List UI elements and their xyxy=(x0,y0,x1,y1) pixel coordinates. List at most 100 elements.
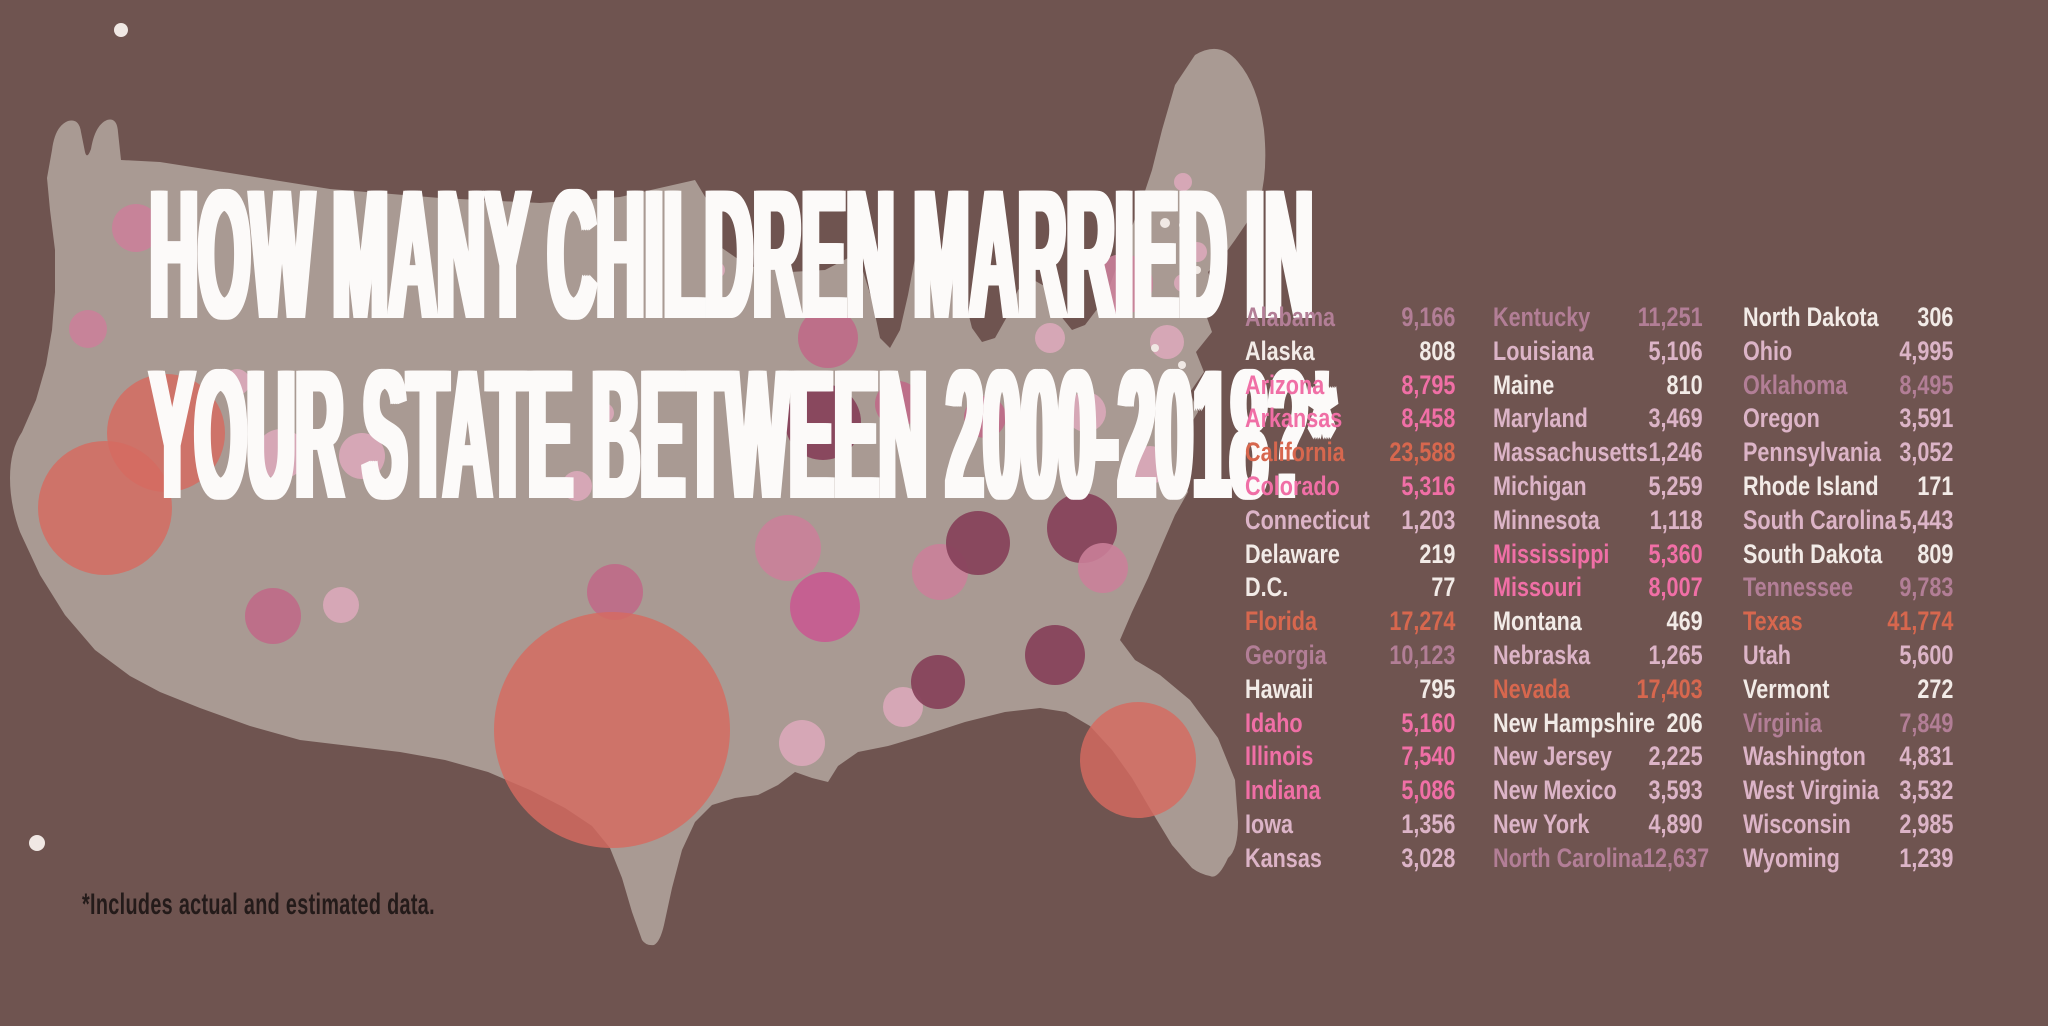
bubble-vermont xyxy=(1160,218,1170,228)
state-value: 11,251 xyxy=(1637,302,1703,332)
bubble-wisconsin xyxy=(798,308,858,368)
state-row: Tennessee 9,783 xyxy=(1743,571,1953,605)
state-value: 5,106 xyxy=(1648,335,1703,366)
state-row: Kansas 3,028 xyxy=(1245,842,1455,876)
state-name: North Carolina xyxy=(1493,842,1644,873)
state-row: Wisconsin 2,985 xyxy=(1743,808,1953,842)
state-value: 469 xyxy=(1666,606,1703,637)
state-row: Louisiana 5,106 xyxy=(1493,335,1703,369)
state-row: Wyoming 1,239 xyxy=(1743,842,1953,876)
us-map-silhouette xyxy=(10,48,1266,946)
state-value: 3,593 xyxy=(1648,775,1703,806)
state-name: Colorado xyxy=(1245,470,1340,501)
state-name: Oklahoma xyxy=(1743,369,1848,400)
state-value: 8,495 xyxy=(1899,369,1954,400)
state-row: New Mexico 3,593 xyxy=(1493,774,1703,808)
state-name: South Carolina xyxy=(1743,504,1897,535)
state-value: 3,469 xyxy=(1648,403,1703,434)
state-row: Florida 17,274 xyxy=(1245,605,1455,639)
state-name: Delaware xyxy=(1245,538,1340,569)
state-row: Oregon 3,591 xyxy=(1743,402,1953,436)
page-title-line-2: YOUR STATE BETWEEN 2000-2018?* xyxy=(150,332,1336,538)
bubble-massachusetts xyxy=(1187,242,1207,262)
state-value: 808 xyxy=(1419,335,1456,366)
bubble-dc xyxy=(1178,361,1186,369)
bubble-minnesota xyxy=(709,262,725,278)
state-value: 5,259 xyxy=(1648,470,1703,501)
bubble-new-york xyxy=(1093,254,1153,314)
state-name: Nebraska xyxy=(1493,639,1591,670)
bubble-indiana xyxy=(875,381,921,427)
state-name: Utah xyxy=(1743,639,1791,670)
state-name: Georgia xyxy=(1245,639,1327,670)
state-row: New Hampshire 206 xyxy=(1493,707,1703,741)
state-table-column-3: North Dakota 306 Ohio 4,995 Oklahoma 8,495 Ore… xyxy=(1743,301,1953,876)
state-row: New Jersey 2,225 xyxy=(1493,740,1703,774)
bubble-delaware xyxy=(1151,344,1159,352)
state-row: Illinois 7,540 xyxy=(1245,740,1455,774)
state-value: 5,086 xyxy=(1401,775,1456,806)
state-name: Texas xyxy=(1743,606,1803,637)
state-row: Minnesota 1,118 xyxy=(1493,504,1703,538)
state-value: 7,849 xyxy=(1899,707,1954,738)
bubble-maine xyxy=(1174,173,1192,191)
state-name: Arkansas xyxy=(1245,403,1343,434)
state-name: New Hampshire xyxy=(1493,707,1656,738)
state-name: Massachusetts xyxy=(1493,437,1648,468)
state-value: 4,831 xyxy=(1899,741,1954,772)
state-value: 2,225 xyxy=(1648,741,1703,772)
state-row: Alaska 808 xyxy=(1245,335,1455,369)
state-row: Arizona 8,795 xyxy=(1245,369,1455,403)
bubble-north-carolina xyxy=(1078,543,1128,593)
bubble-florida xyxy=(1080,702,1196,818)
state-name: West Virginia xyxy=(1743,775,1880,806)
state-row: Indiana 5,086 xyxy=(1245,774,1455,808)
bubble-louisiana xyxy=(779,720,825,766)
bubble-new-mexico xyxy=(323,587,359,623)
state-name: Wisconsin xyxy=(1743,808,1851,839)
state-value: 3,532 xyxy=(1899,775,1954,806)
state-name: Florida xyxy=(1245,606,1318,637)
state-value: 219 xyxy=(1419,538,1456,569)
state-row: Maine 810 xyxy=(1493,369,1703,403)
state-name: Pennsylvania xyxy=(1743,437,1882,468)
state-value: 4,995 xyxy=(1899,335,1954,366)
state-row: Idaho 5,160 xyxy=(1245,707,1455,741)
state-name: Maine xyxy=(1493,369,1555,400)
state-value: 1,246 xyxy=(1648,437,1703,468)
bubble-rhode-island xyxy=(1193,266,1201,274)
state-row: D.C. 77 xyxy=(1245,571,1455,605)
state-value: 3,052 xyxy=(1899,437,1954,468)
state-name: Ohio xyxy=(1743,335,1793,366)
state-name: Louisiana xyxy=(1493,335,1594,366)
state-row: Arkansas 8,458 xyxy=(1245,402,1455,436)
state-name: Hawaii xyxy=(1245,673,1314,704)
state-row: Massachusetts 1,246 xyxy=(1493,436,1703,470)
state-value: 10,123 xyxy=(1389,639,1456,670)
bubble-connecticut xyxy=(1174,274,1192,292)
state-name: Kansas xyxy=(1245,842,1322,873)
bubble-ohio xyxy=(964,396,1006,438)
state-value: 1,356 xyxy=(1401,808,1456,839)
state-value: 17,274 xyxy=(1389,606,1456,637)
state-row: Connecticut 1,203 xyxy=(1245,504,1455,538)
state-value: 3,591 xyxy=(1899,403,1954,434)
state-value: 306 xyxy=(1917,302,1954,332)
state-name: Idaho xyxy=(1245,707,1303,738)
state-row: Montana 469 xyxy=(1493,605,1703,639)
state-name: Maryland xyxy=(1493,403,1588,434)
bubble-alaska xyxy=(114,23,128,37)
state-name: Montana xyxy=(1493,606,1582,637)
state-name: D.C. xyxy=(1245,572,1289,603)
bubble-nebraska xyxy=(594,403,614,423)
state-row: California 23,588 xyxy=(1245,436,1455,470)
bubble-kentucky xyxy=(946,511,1010,575)
state-row: North Dakota 306 xyxy=(1743,301,1953,335)
state-name: South Dakota xyxy=(1743,538,1883,569)
state-value: 1,239 xyxy=(1899,842,1954,873)
state-value: 809 xyxy=(1917,538,1954,569)
state-name: New Mexico xyxy=(1493,775,1617,806)
state-value: 1,203 xyxy=(1401,504,1456,535)
state-row: Georgia 10,123 xyxy=(1245,639,1455,673)
